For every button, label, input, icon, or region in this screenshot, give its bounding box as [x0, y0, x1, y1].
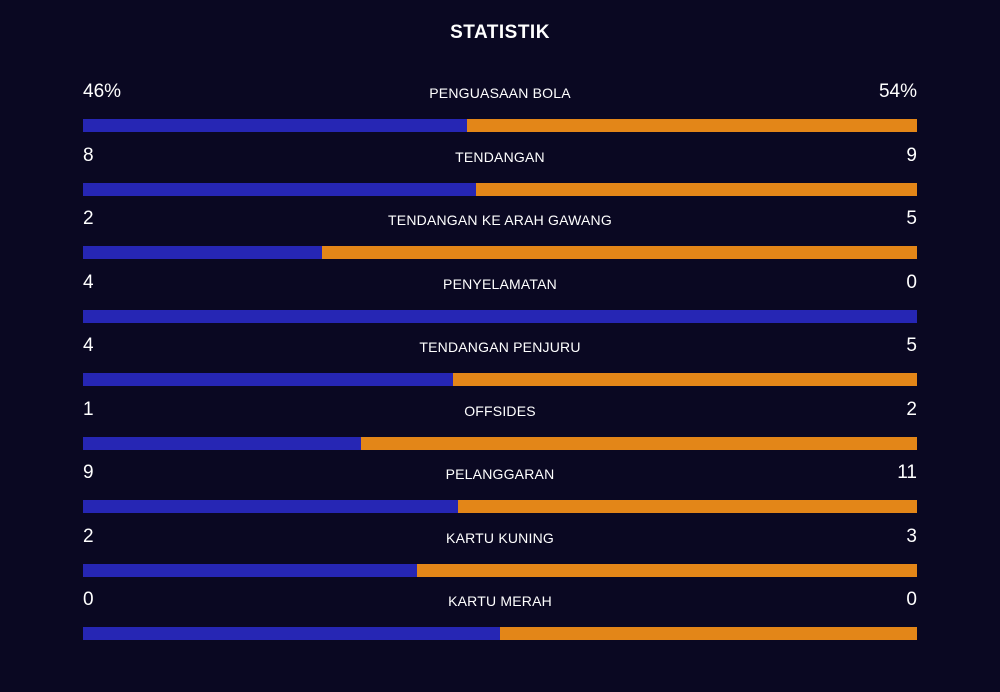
away-bar-segment [475, 182, 917, 196]
home-value: 46% [83, 81, 122, 102]
away-value: 5 [906, 335, 917, 356]
home-value: 2 [83, 525, 94, 547]
away-value: 0 [906, 271, 917, 293]
stat-label: KARTU MERAH [448, 593, 552, 609]
stat-row-ball-possession: 46% PENGUASAAN BOLA 54% [83, 79, 917, 143]
stat-row-fouls: 9 PELANGGARAN 11 [83, 460, 917, 524]
away-bar-segment [458, 500, 917, 513]
stat-label: PENYELAMATAN [443, 275, 557, 292]
comparison-bar [83, 182, 917, 196]
away-value: 3 [906, 525, 917, 547]
comparison-bar [83, 246, 917, 259]
stat-row-shots-on-target: 2 TENDANGAN KE ARAH GAWANG 5 [83, 206, 917, 270]
away-bar-segment [500, 627, 917, 640]
home-bar-segment [83, 246, 322, 259]
away-value: 5 [906, 208, 917, 229]
comparison-bar [83, 119, 917, 132]
stat-label: KARTU KUNING [446, 529, 554, 546]
stat-row-red-cards: 0 KARTU MERAH 0 [83, 587, 917, 651]
stat-label: PENGUASAAN BOLA [429, 85, 571, 101]
home-value: 2 [83, 208, 94, 229]
home-bar-segment [83, 309, 917, 323]
stat-row-offsides: 1 OFFSIDES 2 [83, 397, 917, 461]
away-bar-segment [453, 373, 917, 386]
page-title: STATISTIK [450, 22, 550, 43]
home-bar-segment [83, 436, 361, 450]
away-value: 0 [906, 589, 917, 610]
stat-label: TENDANGAN KE ARAH GAWANG [388, 212, 612, 228]
home-value: 1 [83, 398, 94, 420]
away-value: 11 [897, 462, 917, 483]
home-bar-segment [83, 627, 500, 640]
home-bar-segment [83, 119, 467, 132]
away-value: 9 [906, 144, 917, 166]
home-value: 9 [83, 462, 94, 483]
comparison-bar [83, 627, 917, 640]
stat-row-yellow-cards: 2 KARTU KUNING 3 [83, 524, 917, 588]
home-bar-segment [83, 563, 417, 577]
stat-row-saves: 4 PENYELAMATAN 0 [83, 270, 917, 334]
away-bar-segment [416, 563, 917, 577]
stat-label: TENDANGAN [455, 148, 545, 165]
away-bar-segment [321, 246, 917, 259]
home-value: 4 [83, 271, 94, 293]
home-bar-segment [83, 182, 476, 196]
home-bar-segment [83, 500, 459, 513]
stat-row-shots: 8 TENDANGAN 9 [83, 143, 917, 207]
stat-label: TENDANGAN PENJURU [419, 339, 581, 355]
stat-label: PELANGGARAN [445, 466, 555, 482]
comparison-bar [83, 309, 917, 323]
home-value: 0 [83, 589, 94, 610]
home-bar-segment [83, 373, 454, 386]
home-value: 4 [83, 335, 94, 356]
away-bar-segment [360, 436, 917, 450]
away-bar-segment [466, 119, 917, 132]
comparison-bar [83, 436, 917, 450]
comparison-bar [83, 563, 917, 577]
stat-label: OFFSIDES [464, 402, 536, 419]
away-value: 2 [906, 398, 917, 420]
stats-list: 46% PENGUASAAN BOLA 54% 8 TENDANGAN 9 2 … [83, 79, 917, 651]
comparison-bar [83, 373, 917, 386]
comparison-bar [83, 500, 917, 513]
stat-row-corners: 4 TENDANGAN PENJURU 5 [83, 333, 917, 397]
home-value: 8 [83, 144, 94, 166]
away-value: 54% [878, 81, 917, 102]
